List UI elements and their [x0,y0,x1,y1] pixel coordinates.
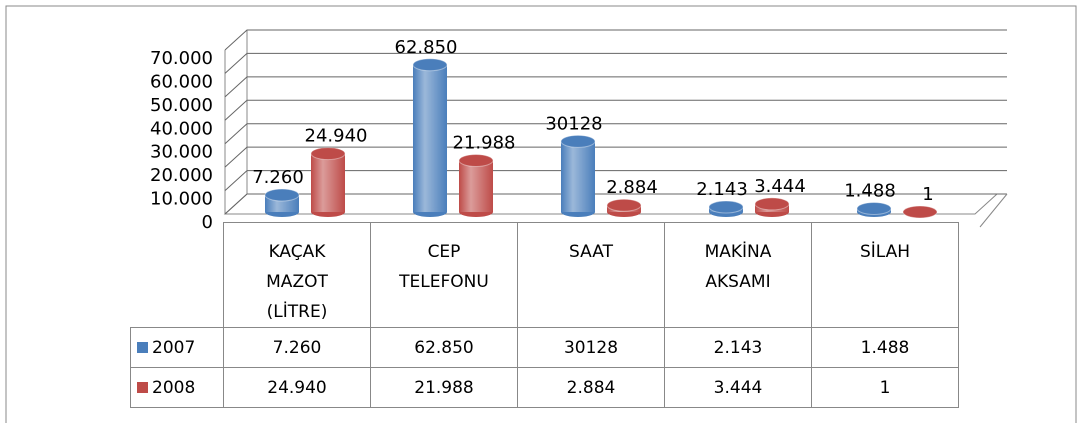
bar-top [458,153,494,167]
bar [310,147,346,217]
table-value: 62.850 [370,327,518,368]
legend-entry: 2008 [130,367,224,408]
frame [5,5,1077,423]
category-label: MAKİNA AKSAMI [664,222,812,328]
grid-line [224,29,1007,51]
bar-top [606,198,642,212]
data-table: KAÇAK MAZOT (LİTRE) CEP TELEFONU SAAT MAKİN… [130,222,959,408]
y-tick-label: 70.000 [150,48,213,69]
legend-label: 2007 [152,337,196,358]
table-value: 3.444 [664,367,812,408]
y-tick-label: 60.000 [150,71,213,92]
legend-swatch [137,381,148,393]
y-tick-label: 0 [202,212,213,233]
bar-top [264,188,300,202]
data-label: 1 [922,184,933,205]
category-label: CEP TELEFONU [370,222,518,328]
table-value: 2.143 [664,327,812,368]
bar-top [754,197,790,211]
bar-shine [311,153,345,212]
data-label: 2.884 [606,177,658,198]
bar [902,205,938,219]
grid-line [224,99,1007,121]
bar [708,200,744,217]
data-label: 1.488 [844,181,896,202]
blank-cell [131,223,224,328]
header-row: KAÇAK MAZOT (LİTRE) CEP TELEFONU SAAT MAKİN… [131,222,959,328]
data-label: 30128 [545,113,602,134]
table-value: 21.988 [370,367,518,408]
table-value: 1 [811,367,959,408]
table-value: 30128 [517,327,665,368]
category-label: SİLAH [811,222,959,328]
category-label: KAÇAK MAZOT (LİTRE) [223,222,371,328]
y-tick-label: 10.000 [150,189,213,210]
data-label: 24.940 [305,126,368,147]
y-tick-label: 20.000 [150,165,213,186]
grid-line [224,193,1007,215]
bar-top [708,200,744,214]
grid-line [224,76,1007,98]
bar-top [560,134,596,148]
table-value: 24.940 [223,367,371,408]
data-label: 62.850 [395,37,458,58]
grid-line [224,146,1007,168]
bar-top [902,205,938,219]
bar [458,153,494,217]
bar [856,202,892,217]
y-tick-label: 30.000 [150,142,213,163]
bar-shine [413,64,447,212]
bar-top [412,58,448,72]
data-label: 7.260 [252,167,304,188]
grid-line [224,170,1007,191]
table-value: 1.488 [811,327,959,368]
series-row: 2007 7.260 62.850 30128 2.143 1.488 [130,327,959,368]
bar [754,197,790,217]
bar-top [310,147,346,161]
y-tick-label: 50.000 [150,95,213,116]
y-tick-label: 40.000 [150,118,213,139]
table-value: 7.260 [223,327,371,368]
bar-top [856,202,892,216]
bar-shine [561,141,595,212]
category-label: SAAT [517,222,665,328]
data-label: 3.444 [754,176,806,197]
bar [560,134,596,217]
legend-entry: 2007 [130,327,224,368]
bar-shine [459,160,493,212]
legend-label: 2008 [152,377,196,398]
bar [412,58,448,217]
table-value: 2.884 [517,367,665,408]
bar [264,188,300,217]
legend-swatch [137,341,148,353]
data-label: 21.988 [453,132,516,153]
bar [606,198,642,217]
wall-edge [979,193,1008,228]
grid-line [224,52,1007,74]
data-label: 2.143 [696,179,748,200]
series-row: 2008 24.940 21.988 2.884 3.444 1 [130,367,959,408]
grid-line [224,123,1007,145]
